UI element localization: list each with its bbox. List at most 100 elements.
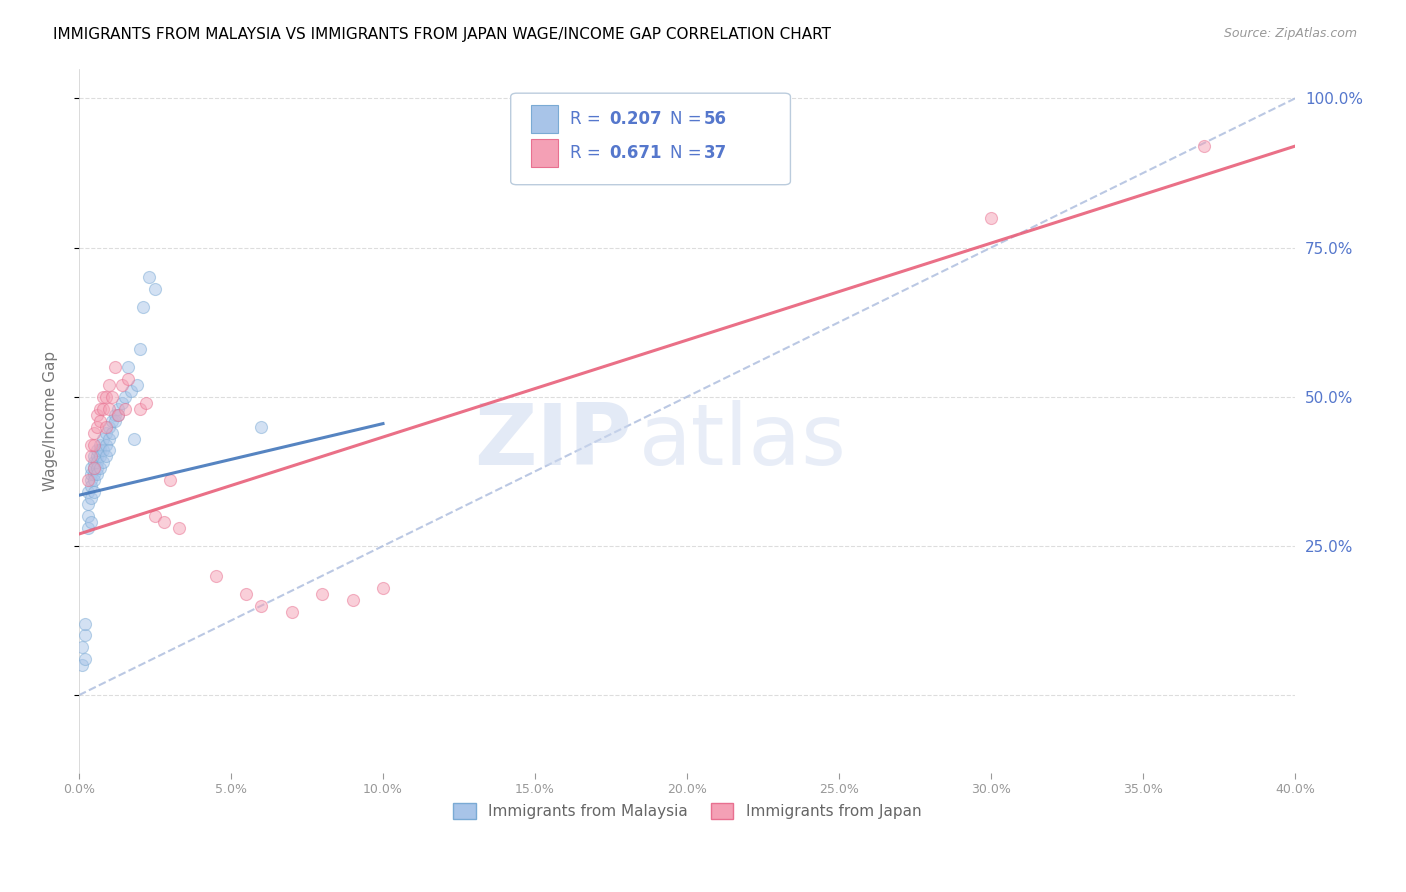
Legend: Immigrants from Malaysia, Immigrants from Japan: Immigrants from Malaysia, Immigrants fro… <box>447 797 928 825</box>
Point <box>101 425 124 440</box>
Point <box>77 485 100 500</box>
Text: N =: N = <box>671 144 702 162</box>
Text: 0.207: 0.207 <box>609 111 662 128</box>
Point <box>73 616 96 631</box>
Point <box>143 509 166 524</box>
Point <box>96 450 118 464</box>
Point <box>89 437 111 451</box>
Point <box>120 384 142 398</box>
Point <box>83 461 105 475</box>
Point <box>80 473 103 487</box>
Point <box>122 432 145 446</box>
Point <box>96 437 118 451</box>
Point <box>77 509 100 524</box>
Point <box>101 414 124 428</box>
Point <box>89 450 111 464</box>
Point <box>80 491 103 506</box>
FancyBboxPatch shape <box>510 93 790 185</box>
Point <box>83 467 105 482</box>
Point <box>80 515 103 529</box>
Point <box>250 599 273 613</box>
Point <box>83 485 105 500</box>
Point <box>73 652 96 666</box>
Point <box>135 395 157 409</box>
Point <box>1192 139 1215 153</box>
Point <box>80 437 103 451</box>
Point <box>70 640 93 655</box>
Point <box>83 437 105 451</box>
Point <box>143 282 166 296</box>
Point <box>117 372 139 386</box>
Point <box>250 419 273 434</box>
Point <box>77 521 100 535</box>
Point <box>128 342 150 356</box>
Point <box>89 401 111 416</box>
Text: 37: 37 <box>704 144 727 162</box>
Point <box>204 569 226 583</box>
Point <box>80 461 103 475</box>
Text: atlas: atlas <box>638 401 846 483</box>
Point <box>91 390 114 404</box>
Point <box>169 521 191 535</box>
Point <box>104 359 127 374</box>
Point <box>73 628 96 642</box>
Point <box>86 408 108 422</box>
Point <box>98 432 121 446</box>
Y-axis label: Wage/Income Gap: Wage/Income Gap <box>44 351 58 491</box>
Text: Source: ZipAtlas.com: Source: ZipAtlas.com <box>1223 27 1357 40</box>
Point <box>159 473 181 487</box>
Point <box>107 408 129 422</box>
Text: N =: N = <box>671 111 702 128</box>
Text: IMMIGRANTS FROM MALAYSIA VS IMMIGRANTS FROM JAPAN WAGE/INCOME GAP CORRELATION CH: IMMIGRANTS FROM MALAYSIA VS IMMIGRANTS F… <box>53 27 831 42</box>
Point <box>125 377 148 392</box>
Point <box>110 377 132 392</box>
Point <box>114 401 136 416</box>
Point <box>128 401 150 416</box>
Point <box>107 401 129 416</box>
Point <box>96 425 118 440</box>
Point <box>342 592 364 607</box>
Point <box>86 455 108 469</box>
Text: 56: 56 <box>704 111 727 128</box>
Point <box>96 419 118 434</box>
Point <box>91 401 114 416</box>
Text: 0.671: 0.671 <box>609 144 662 162</box>
Point <box>83 461 105 475</box>
Point <box>89 414 111 428</box>
Point <box>70 658 93 673</box>
Point <box>77 473 100 487</box>
Point <box>98 419 121 434</box>
Point <box>86 461 108 475</box>
Text: ZIP: ZIP <box>475 401 633 483</box>
Text: R =: R = <box>571 144 600 162</box>
Point <box>77 497 100 511</box>
Point <box>91 432 114 446</box>
Point <box>91 443 114 458</box>
Point <box>104 408 127 422</box>
Point <box>83 450 105 464</box>
Point <box>114 390 136 404</box>
Point <box>371 581 394 595</box>
Point <box>101 390 124 404</box>
Point <box>89 461 111 475</box>
Point <box>153 515 176 529</box>
Point <box>80 450 103 464</box>
Point <box>138 270 160 285</box>
Point <box>132 300 155 314</box>
Point <box>83 425 105 440</box>
Point <box>98 443 121 458</box>
FancyBboxPatch shape <box>531 105 558 133</box>
Point <box>83 473 105 487</box>
Text: R =: R = <box>571 111 600 128</box>
Point <box>86 450 108 464</box>
Point <box>80 479 103 493</box>
Point <box>98 377 121 392</box>
Point <box>86 467 108 482</box>
Point <box>107 408 129 422</box>
Point <box>91 455 114 469</box>
Point <box>96 390 118 404</box>
Point <box>98 401 121 416</box>
Point <box>80 467 103 482</box>
Point <box>86 443 108 458</box>
Point <box>281 605 304 619</box>
